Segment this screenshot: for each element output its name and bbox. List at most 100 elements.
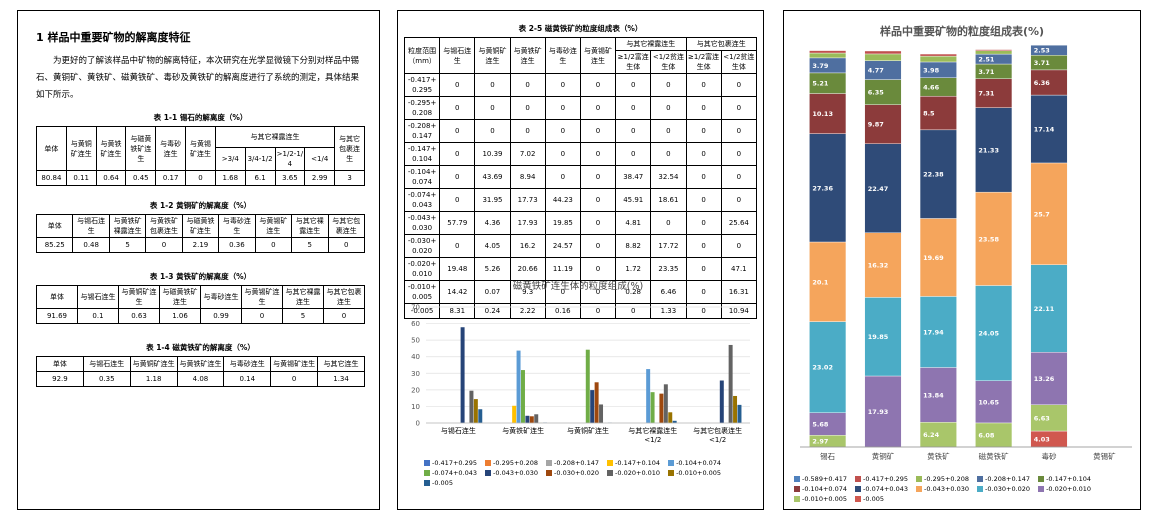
document-panel: 1 样品中重要矿物的解离度特征 为更好的了解该样品中矿物的解离特征，本次研究在光…	[17, 10, 380, 510]
table-cell: 0.11	[65, 170, 97, 186]
table-cell: 3.65	[274, 170, 306, 186]
legend-item: -0.043+0.030	[916, 485, 969, 493]
data-label: 22.11	[1034, 305, 1055, 313]
bar-segment	[975, 78, 1013, 108]
stacked-bar-chart: 样品中重要矿物的粒度组成表(%) 4.03 2.97 6.24 6.08 6.63 5.68…	[786, 13, 1138, 507]
table-cell: -0.417+0.295	[403, 73, 441, 97]
table-cell: 7.02	[509, 142, 546, 166]
table-cell: 0	[509, 96, 546, 120]
bar-segment	[864, 79, 902, 105]
bar	[594, 382, 599, 423]
bar-segment	[919, 422, 957, 448]
table-cell: 4.05	[474, 234, 511, 258]
data-label: 27.36	[812, 184, 833, 192]
doc-table: 表 1-1 锡石的解离度（%） 单体 与黄铜矿连生 与黄铁矿连生 与磁黄铁矿连生 与毒砂连…	[36, 112, 365, 186]
header-cell: 与其它包裹连生	[323, 285, 365, 309]
legend-item: -0.208+0.147	[977, 475, 1030, 483]
bar-segment	[1030, 162, 1068, 265]
bar-segment	[809, 52, 847, 59]
table-chart-panel: 表 2-5 磁黄铁矿的粒度组成表（%） 粒度范围（mm） 与锡石连生 与黄铜矿连生 与黄…	[397, 10, 764, 510]
data-label: 20.1	[812, 278, 829, 286]
table-cell: 32.54	[650, 165, 687, 189]
table-cell: 0	[685, 73, 722, 97]
legend-label: -0.147+0.104	[1046, 475, 1092, 483]
header-cell: 与毒砂连生	[218, 214, 256, 238]
table-cell: 0	[720, 73, 758, 97]
legend-label: -0.020+0.010	[615, 469, 661, 477]
table-cell: 6.1	[244, 170, 276, 186]
legend-label: -0.043+0.030	[493, 469, 539, 477]
header-cell: 与其它裸露连生	[291, 214, 329, 238]
data-label: 17.14	[1034, 126, 1055, 134]
legend-swatch	[424, 460, 430, 466]
header-cell: 与其它连生	[317, 356, 365, 372]
table-cell: 0.64	[95, 170, 127, 186]
table-cell: 0	[685, 188, 722, 212]
header-cell: 与黄铁矿包裹连生	[145, 214, 183, 238]
bar	[525, 415, 530, 423]
header-cell: 与毒砂连生	[155, 126, 187, 171]
table-cell: 92.9	[36, 371, 84, 387]
x-tick-label: 黄铜矿	[872, 451, 895, 461]
data-row: -0.074+0.043 0 31.95 17.73 44.23 0 45.91 18.61 0…	[403, 188, 758, 212]
bar	[534, 414, 539, 423]
table-cell: 3	[334, 170, 365, 186]
legend-item: -0.020+0.010	[1038, 485, 1091, 493]
header-cell: 单体	[36, 285, 78, 309]
legend-swatch	[977, 476, 984, 482]
legend-item: -0.020+0.010	[607, 469, 660, 477]
table-cell: 4.36	[474, 211, 511, 235]
table-cell: 0	[579, 280, 617, 304]
table-cell: 0	[579, 96, 617, 120]
table-cell: 0	[685, 96, 722, 120]
bar	[719, 380, 724, 423]
bar	[728, 344, 733, 423]
legend-swatch	[485, 460, 492, 466]
data-label: 3.79	[812, 62, 829, 70]
table-cell: 0	[544, 73, 581, 97]
data-row: -0.104+0.074 0 43.69 8.94 0 0 38.47 32.54 0 0	[403, 165, 758, 189]
table: 单体 与锡石连生 与黄铁矿裸露连生 与黄铁矿包裹连生 与磁黄铁矿连生 与毒砂连生 与黄锡矿连…	[35, 214, 365, 253]
table-cell: -0.104+0.074	[403, 165, 441, 189]
table: 单体 与黄铜矿连生 与黄铁矿连生 与磁黄铁矿连生 与毒砂连生 与黄锡矿连生 与其它裸露连生与…	[36, 126, 365, 186]
stacked-chart-panel: 样品中重要矿物的粒度组成表(%) 4.03 2.97 6.24 6.08 6.63 5.68…	[783, 10, 1141, 510]
table-cell: 0.1	[77, 308, 119, 324]
header-cell: 单体	[36, 356, 84, 372]
legend-item: -0.005	[855, 495, 884, 503]
y-tick-label: 40	[411, 353, 420, 361]
legend-item: -0.589+0.417	[794, 475, 847, 483]
table-cell: 2.19	[181, 237, 220, 253]
bar-segment	[975, 191, 1013, 286]
data-label: 3.98	[923, 66, 940, 74]
bar-segment	[919, 367, 957, 423]
table-cell: 0	[685, 119, 722, 143]
header-cell: 与黄锡矿连生	[241, 285, 283, 309]
table-cell: 44.23	[544, 188, 581, 212]
table-cell: 0.48	[72, 237, 110, 253]
table-cell: 45.91	[615, 188, 652, 212]
data-label: 7.31	[978, 90, 995, 98]
data-label: 10.13	[812, 110, 833, 118]
table-cell: 4.08	[176, 371, 225, 387]
table-cell: 2.99	[304, 170, 336, 186]
table: 单体 与锡石连生 与黄铜矿连生 与黄铁矿连生 与毒砂连生 与黄锡矿连生 与其它连生 92.9 0…	[36, 356, 365, 387]
header-row: 单体 与锡石连生 与黄铁矿裸露连生 与黄铁矿包裹连生 与磁黄铁矿连生 与毒砂连生 与黄锡矿连…	[35, 214, 365, 238]
table-cell: 0	[544, 142, 581, 166]
bar	[659, 393, 664, 423]
data-label: 6.36	[1034, 79, 1051, 87]
table-cell: 0	[439, 73, 476, 97]
table-cell: 0	[650, 96, 687, 120]
table-cell: 0	[650, 142, 687, 166]
bar	[520, 370, 525, 423]
data-label: 22.47	[868, 185, 889, 193]
table-cell: 0	[720, 119, 758, 143]
bar	[733, 395, 738, 423]
doc-table: 表 1-4 磁黄铁矿的解离度（%） 单体 与锡石连生 与黄铜矿连生 与黄铁矿连生 与毒砂连…	[36, 342, 365, 387]
table-cell: 0	[720, 234, 758, 258]
table-cell: 0	[185, 170, 216, 186]
legend: -0.417+0.295 -0.295+0.208 -0.208+0.147 -0.1…	[424, 459, 744, 487]
table-cell: 0	[544, 165, 581, 189]
data-label: 5.21	[812, 80, 829, 88]
table-cell: 0	[685, 234, 722, 258]
